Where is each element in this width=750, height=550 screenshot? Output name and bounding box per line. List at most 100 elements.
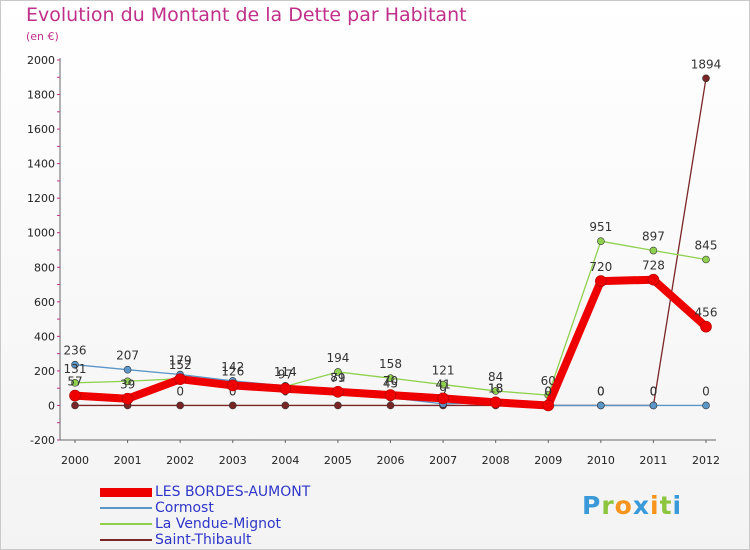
data-label-les-bordes-aumont: 41 xyxy=(435,377,450,391)
x-tick-label: 2010 xyxy=(587,454,615,467)
data-point-cormost xyxy=(71,360,79,369)
logo-letter: o xyxy=(614,491,633,520)
data-point-la-vendue-mignot xyxy=(597,237,605,245)
x-tick-label: 2011 xyxy=(639,454,667,467)
y-tick-label: 0 xyxy=(48,399,55,412)
data-point-la-vendue-mignot xyxy=(334,368,342,376)
x-tick-label: 2003 xyxy=(219,454,247,467)
data-label-les-bordes-aumont: 456 xyxy=(695,306,718,320)
x-tick-label: 2012 xyxy=(692,454,720,467)
data-label-cormost: 142 xyxy=(221,360,244,374)
data-point-les-bordes-aumont xyxy=(437,392,449,405)
data-label-cormost: 207 xyxy=(116,349,139,363)
data-point-saint-thibault xyxy=(702,74,710,83)
data-label-les-bordes-aumont: 79 xyxy=(330,371,345,385)
y-tick-label: 2000 xyxy=(27,54,55,67)
data-point-les-bordes-aumont xyxy=(226,379,239,392)
data-label-saint-thibault: 0 xyxy=(229,384,237,398)
y-tick-label: 1400 xyxy=(27,158,55,171)
data-point-les-bordes-aumont xyxy=(384,389,397,401)
chart-title: Evolution du Montant de la Dette par Hab… xyxy=(26,4,467,26)
data-label-cormost: 114 xyxy=(274,365,297,379)
data-label-cormost: 0 xyxy=(650,384,658,398)
data-point-la-vendue-mignot xyxy=(123,377,132,386)
legend-swatch-saint-thibault xyxy=(100,539,152,541)
data-label-les-bordes-aumont: 70 xyxy=(383,374,398,388)
data-label-les-bordes-aumont: 39 xyxy=(120,378,135,392)
data-point-la-vendue-mignot xyxy=(702,255,710,264)
x-tick-label: 2007 xyxy=(429,454,457,467)
legend-label: La Vendue-Mignot xyxy=(155,516,282,532)
y-tick-label: 1600 xyxy=(27,123,55,136)
data-point-saint-thibault xyxy=(71,401,79,410)
data-point-les-bordes-aumont xyxy=(121,392,134,405)
data-point-les-bordes-aumont xyxy=(595,275,607,287)
data-point-les-bordes-aumont xyxy=(174,373,186,386)
y-tick-label: 400 xyxy=(34,330,55,343)
logo-letter: P xyxy=(582,491,602,520)
legend-swatch-les-bordes-aumont xyxy=(100,488,152,497)
data-label-cormost: 0 xyxy=(597,384,605,398)
data-point-saint-thibault xyxy=(176,401,184,410)
data-point-la-vendue-mignot xyxy=(71,379,79,387)
data-point-les-bordes-aumont xyxy=(69,389,81,402)
y-tick-label: 1000 xyxy=(27,227,55,240)
data-point-les-bordes-aumont xyxy=(332,386,344,398)
x-tick-label: 2002 xyxy=(166,454,194,467)
logo-letter: r xyxy=(601,491,615,520)
data-point-cormost xyxy=(123,365,132,374)
y-tick-label: -200 xyxy=(30,434,55,447)
data-label-la-vendue-mignot: 131 xyxy=(64,362,87,376)
data-label-les-bordes-aumont: 18 xyxy=(488,381,503,395)
legend-swatch-la-vendue-mignot xyxy=(100,523,152,525)
data-label-cormost: 81 xyxy=(330,370,345,384)
data-point-les-bordes-aumont xyxy=(489,396,502,409)
y-tick-label: 200 xyxy=(34,365,55,378)
data-label-la-vendue-mignot: 158 xyxy=(379,357,402,371)
data-label-la-vendue-mignot: 84 xyxy=(488,370,503,384)
chart-subtitle: (en €) xyxy=(26,30,59,43)
data-label-les-bordes-aumont: 126 xyxy=(221,364,244,378)
data-point-la-vendue-mignot xyxy=(649,246,658,255)
data-point-les-bordes-aumont xyxy=(542,399,555,412)
logo-letter: i xyxy=(650,491,660,520)
data-label-les-bordes-aumont: 0 xyxy=(544,384,552,398)
logo-letter: x xyxy=(632,491,650,520)
data-label-la-vendue-mignot: 121 xyxy=(432,364,455,378)
data-label-la-vendue-mignot: 60 xyxy=(541,374,556,388)
data-point-saint-thibault xyxy=(228,401,237,410)
data-label-la-vendue-mignot: 951 xyxy=(589,220,612,234)
data-label-les-bordes-aumont: 728 xyxy=(642,259,665,273)
x-tick-label: 2009 xyxy=(534,454,562,467)
data-label-la-vendue-mignot: 845 xyxy=(695,239,718,253)
y-tick-label: 800 xyxy=(34,261,55,274)
data-label-cormost: 179 xyxy=(169,354,192,368)
legend-label: Saint-Thibault xyxy=(155,532,252,548)
data-label-les-bordes-aumont: 720 xyxy=(589,260,612,274)
data-point-cormost xyxy=(649,401,658,410)
y-tick-label: 600 xyxy=(34,296,55,309)
data-label-la-vendue-mignot: 194 xyxy=(326,351,349,365)
x-tick-label: 2000 xyxy=(61,454,89,467)
data-point-la-vendue-mignot xyxy=(439,380,447,389)
data-point-la-vendue-mignot xyxy=(491,387,500,395)
legend-swatch-cormost xyxy=(100,507,152,509)
x-tick-label: 2001 xyxy=(114,454,142,467)
data-point-les-bordes-aumont xyxy=(700,320,712,333)
x-tick-label: 2006 xyxy=(377,454,405,467)
data-label-les-bordes-aumont: 57 xyxy=(67,375,82,389)
x-tick-label: 2008 xyxy=(482,454,510,467)
proxiti-logo[interactable]: Proxiti xyxy=(582,491,682,520)
x-tick-label: 2005 xyxy=(324,454,352,467)
data-label-cormost: 0 xyxy=(702,384,710,398)
data-point-cormost xyxy=(702,401,710,410)
data-label-les-bordes-aumont: 152 xyxy=(169,358,192,372)
logo-letter: i xyxy=(672,491,683,520)
data-label-saint-thibault: 0 xyxy=(597,384,605,398)
data-point-les-bordes-aumont xyxy=(279,382,292,395)
data-point-la-vendue-mignot xyxy=(386,374,395,382)
data-point-saint-thibault xyxy=(386,401,395,410)
data-label-la-vendue-mignot: 897 xyxy=(642,230,665,244)
data-label-cormost: 236 xyxy=(64,344,87,358)
